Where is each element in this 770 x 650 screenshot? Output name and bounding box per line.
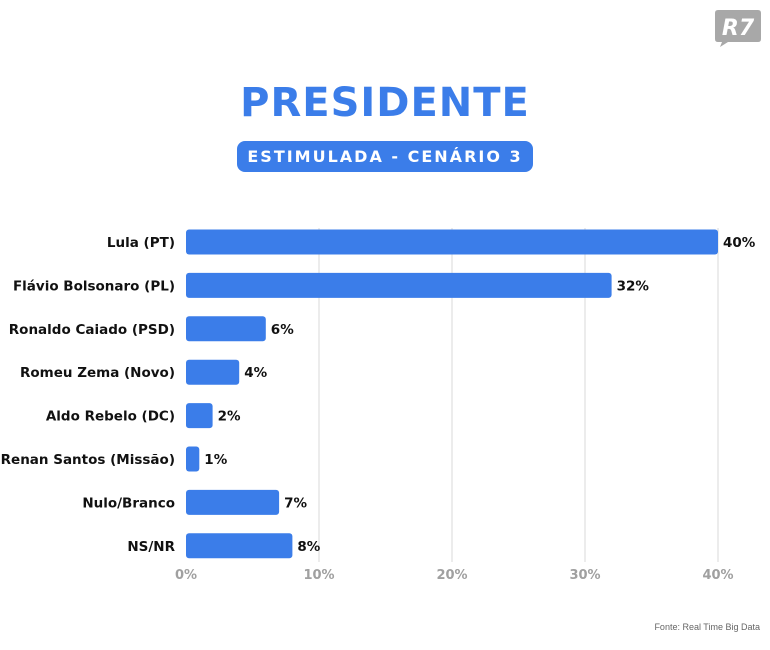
source-note: Fonte: Real Time Big Data: [654, 622, 760, 632]
category-label: Lula (PT): [107, 235, 175, 251]
bar: [186, 316, 266, 342]
value-label: 32%: [617, 278, 650, 294]
x-tick-label: 0%: [175, 568, 197, 583]
category-label: Flávio Bolsonaro (PL): [13, 278, 175, 294]
value-label: 1%: [204, 452, 227, 468]
bar: [186, 229, 718, 255]
x-tick-label: 10%: [303, 568, 334, 583]
value-label: 2%: [218, 409, 241, 425]
bar: [186, 489, 280, 515]
category-label: NS/NR: [127, 539, 175, 555]
x-tick-label: 40%: [702, 568, 733, 583]
value-label: 7%: [284, 495, 307, 511]
r7-logo: R7: [715, 10, 761, 47]
logo-text: R7: [722, 16, 755, 41]
bar: [186, 359, 240, 385]
bar: [186, 446, 200, 472]
x-tick-label: 20%: [436, 568, 467, 583]
value-label: 6%: [271, 322, 294, 338]
category-label: Ronaldo Caiado (PSD): [9, 322, 175, 338]
bar: [186, 272, 612, 298]
chart-subtitle: ESTIMULADA - CENÁRIO 3: [237, 141, 533, 172]
category-label: Aldo Rebelo (DC): [46, 409, 175, 425]
category-label: Renan Santos (Missão): [1, 452, 175, 468]
x-tick-label: 30%: [569, 568, 600, 583]
bar: [186, 403, 213, 429]
category-label: Romeu Zema (Novo): [20, 365, 175, 381]
bar: [186, 533, 293, 559]
chart-title: PRESIDENTE: [240, 80, 530, 126]
category-label: Nulo/Branco: [82, 495, 175, 511]
value-label: 8%: [297, 539, 320, 555]
value-label: 4%: [244, 365, 267, 381]
value-label: 40%: [723, 235, 756, 251]
